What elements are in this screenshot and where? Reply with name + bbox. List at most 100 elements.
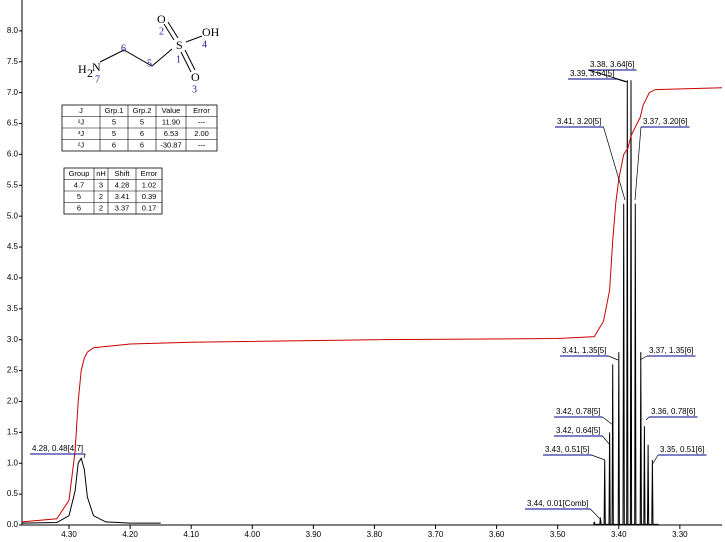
y-tick-label: 0.0 [7, 520, 19, 529]
atom-label: H [78, 62, 87, 76]
peak-label: 4.28, 0.48[4.7] [32, 444, 83, 453]
locant: 2 [159, 26, 164, 37]
peak-label: 3.41, 1.35[5] [562, 346, 606, 355]
peak-label: 3.44, 0.01[Comb] [527, 499, 588, 508]
table-cell: nH [96, 169, 106, 178]
locant: 4 [202, 39, 207, 50]
table-cell: 5 [140, 118, 144, 127]
table-cell: Shift [114, 169, 130, 178]
locant: 6 [121, 43, 126, 54]
table-cell: ²J [78, 118, 84, 127]
table-cell: J [79, 106, 83, 115]
y-tick-label: 3.0 [7, 335, 19, 344]
y-tick-label: 7.0 [7, 88, 19, 97]
y-tick-label: 1.5 [7, 427, 19, 436]
y-tick-label: 4.0 [7, 273, 19, 282]
table-cell: 3 [99, 181, 103, 190]
table-cell: ³J [78, 129, 84, 138]
x-tick-label: 3.50 [550, 530, 566, 539]
y-tick-label: 7.5 [7, 57, 19, 66]
peak-leader [645, 416, 650, 421]
table-cell: 6 [140, 141, 144, 150]
peak-leader [602, 435, 611, 446]
x-tick-label: 3.90 [306, 530, 322, 539]
peak-leader [591, 454, 606, 461]
locant: 7 [95, 74, 100, 85]
peak-label: 3.37, 3.20[6] [643, 117, 687, 126]
atom-label: O [191, 70, 200, 84]
y-tick-label: 5.5 [7, 180, 19, 189]
locant: 3 [192, 84, 197, 95]
peak-label: 3.42, 0.78[5] [556, 407, 600, 416]
table-cell: 2 [99, 204, 103, 213]
peak-leader [639, 355, 648, 361]
peak-leader [83, 453, 86, 459]
table-cell: 0.17 [142, 204, 157, 213]
table-cell: 2 [99, 192, 103, 201]
table-cell: 6 [112, 141, 116, 150]
peak-label: 3.43, 0.51[5] [545, 445, 589, 454]
peak-label: 3.35, 0.51[6] [660, 445, 704, 454]
x-tick-label: 4.20 [122, 530, 138, 539]
x-tick-label: 3.40 [611, 530, 627, 539]
table-cell: 1.02 [142, 181, 157, 190]
y-tick-label: 4.5 [7, 242, 19, 251]
y-tick-label: 6.0 [7, 150, 19, 159]
table-cell: 3.41 [115, 192, 130, 201]
table-cell: Grp.1 [105, 106, 124, 115]
spectrum-line [21, 80, 659, 525]
peak-label: 3.42, 0.64[5] [556, 426, 600, 435]
y-tick-label: 6.5 [7, 119, 19, 128]
peak-label: 3.38, 3.64[6] [590, 60, 634, 69]
y-tick-label: 2.0 [7, 397, 19, 406]
x-tick-label: 3.30 [672, 530, 688, 539]
table-cell: 6 [140, 129, 144, 138]
atom-label: OH [202, 25, 220, 39]
x-tick-label: 3.70 [428, 530, 444, 539]
y-tick-label: 3.5 [7, 304, 19, 313]
x-tick-label: 4.00 [244, 530, 260, 539]
table-cell: 6 [77, 204, 81, 213]
table-cell: 5 [77, 192, 81, 201]
atom-label: S [176, 38, 183, 52]
table-cell: 6.53 [164, 129, 179, 138]
peak-label: 3.41, 3.20[5] [557, 117, 601, 126]
table-cell: 0.39 [142, 192, 157, 201]
y-tick-label: 8.0 [7, 26, 19, 35]
table-cell: Grp.2 [133, 106, 152, 115]
peak-leader [590, 508, 602, 521]
peak-label: 3.39, 3.64[5] [570, 69, 614, 78]
y-tick-label: 5.0 [7, 211, 19, 220]
table-cell: 3.37 [115, 204, 130, 213]
spectrum-line [21, 87, 723, 523]
peak-leader [603, 126, 626, 201]
peak-leader [602, 416, 614, 426]
table-cell: Group [69, 169, 90, 178]
table-cell: 2.00 [194, 129, 209, 138]
peak-leader [608, 355, 619, 361]
table-cell: --- [198, 141, 206, 150]
atom-label: 2 [87, 66, 93, 80]
x-tick-label: 3.80 [367, 530, 383, 539]
atom-label: O [157, 12, 166, 26]
table-cell: ²J [78, 141, 84, 150]
peak-leader [616, 78, 627, 83]
table-cell: 4.7 [74, 181, 84, 190]
structure-bonds [99, 21, 203, 73]
y-tick-label: 2.5 [7, 366, 19, 375]
atom-label: N [92, 60, 101, 74]
x-tick-label: 4.10 [183, 530, 199, 539]
peak-label: 3.37, 1.35[6] [649, 346, 693, 355]
locant: 1 [176, 54, 181, 65]
table-cell: Error [141, 169, 158, 178]
x-tick-label: 4.30 [61, 530, 77, 539]
table-cell: --- [198, 118, 206, 127]
y-tick-label: 1.0 [7, 458, 19, 467]
table-cell: -30.87 [160, 141, 181, 150]
peak-leader [634, 126, 642, 201]
table-cell: 4.28 [115, 181, 130, 190]
table-cell: 5 [112, 118, 116, 127]
table-cell: Value [162, 106, 181, 115]
